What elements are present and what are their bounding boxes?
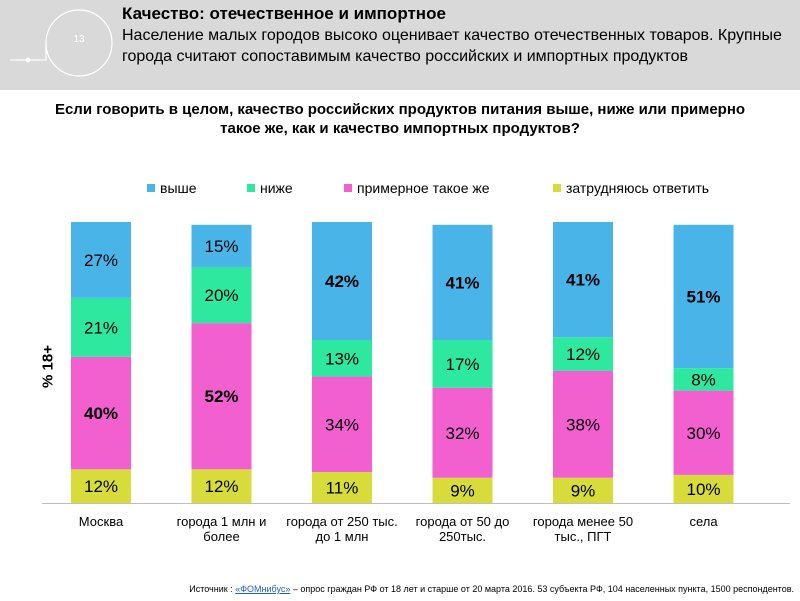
data-label: 51% [686, 287, 720, 306]
legend-item-hard: затрудняюсь ответить [553, 180, 709, 196]
y-axis-label: % 18+ [39, 345, 57, 388]
category-label: до 1 млн [316, 529, 369, 544]
data-label: 41% [566, 271, 600, 290]
bar-below [312, 340, 372, 377]
data-label: 40% [84, 404, 118, 423]
bar-same [191, 323, 252, 470]
bar-same [673, 390, 734, 475]
chart-legend: выше ниже примерное такое же затрудняюсь от… [0, 180, 800, 200]
data-label: 52% [204, 387, 238, 406]
legend-swatch-same [344, 184, 352, 192]
bar-hard [432, 477, 493, 503]
bar-hard [71, 469, 131, 503]
bar-below [673, 368, 734, 391]
bar-same [312, 376, 372, 473]
bar-same [432, 387, 493, 478]
chart-title: Если говорить в целом, качество российск… [54, 101, 746, 137]
bar-same [553, 370, 613, 478]
category-label: города менее 50 [533, 514, 633, 529]
data-label: 12% [566, 345, 600, 364]
data-label: 30% [686, 424, 720, 443]
category-label: Москва [79, 514, 124, 529]
legend-item-same: примерное такое же [344, 180, 490, 196]
data-label: 27% [84, 251, 118, 270]
slide-number: 13 [73, 34, 85, 45]
data-label: 9% [571, 481, 596, 500]
source-prefix: Источник : [189, 584, 236, 594]
data-label: 12% [204, 477, 238, 496]
category-label: более [203, 529, 239, 544]
legend-label: ниже [260, 180, 293, 196]
category-label: города 1 млн и [177, 514, 267, 529]
data-label: 41% [445, 273, 479, 292]
category-label: тыс., ПГТ [555, 529, 612, 544]
slide-title: Качество: отечественное и импортное [122, 4, 446, 23]
data-label: 13% [325, 349, 359, 368]
category-label: города от 250 тыс. [286, 514, 398, 529]
category-label: 250тыс. [439, 529, 486, 544]
bar-below [71, 297, 131, 357]
data-label: 15% [204, 237, 238, 256]
slide-header: 13 Качество: отечественное и импортное Н… [0, 0, 800, 90]
legend-label: выше [160, 180, 197, 196]
source-text: – опрос граждан РФ от 18 лет и старше от… [290, 584, 794, 594]
source-link[interactable]: «ФОМнибус» [235, 584, 291, 594]
legend-item-above: выше [147, 180, 197, 196]
legend-label: затрудняюсь ответить [566, 180, 710, 196]
bar-above [673, 224, 734, 369]
bar-above [71, 222, 131, 298]
legend-label: примерное такое же [357, 180, 490, 196]
bar-above [432, 224, 493, 341]
bar-hard [191, 469, 252, 503]
bar-hard [553, 477, 613, 503]
data-label: 8% [691, 370, 716, 389]
legend-swatch-hard [553, 184, 561, 192]
source-note: Источник : «ФОМнибус» – опрос граждан РФ… [0, 584, 800, 594]
slide-decoration [10, 9, 113, 77]
legend-swatch-below [247, 184, 255, 192]
bar-hard [673, 474, 734, 503]
data-label: 32% [445, 424, 479, 443]
data-label: 42% [325, 272, 359, 291]
data-label: 9% [450, 481, 475, 500]
bar-above [553, 222, 613, 338]
data-label: 12% [84, 477, 118, 496]
bar-below [432, 340, 493, 388]
data-label: 38% [566, 415, 600, 434]
category-label: села [689, 514, 718, 529]
legend-swatch-above [147, 184, 155, 192]
bar-hard [312, 472, 372, 503]
bar-below [191, 266, 252, 324]
legend-item-below: ниже [247, 180, 293, 196]
bar-below [553, 337, 613, 371]
data-label: 21% [84, 318, 118, 337]
category-label: города от 50 до [416, 514, 510, 529]
data-label: 10% [686, 480, 720, 499]
data-label: 17% [445, 355, 479, 374]
slide-subtitle: Население малых городов высоко оценивает… [122, 27, 782, 65]
data-label: 11% [326, 479, 359, 498]
data-label: 34% [325, 415, 359, 434]
bar-above [312, 222, 372, 341]
bar-above [191, 224, 252, 267]
data-label: 20% [204, 286, 238, 305]
bar-same [71, 356, 131, 470]
